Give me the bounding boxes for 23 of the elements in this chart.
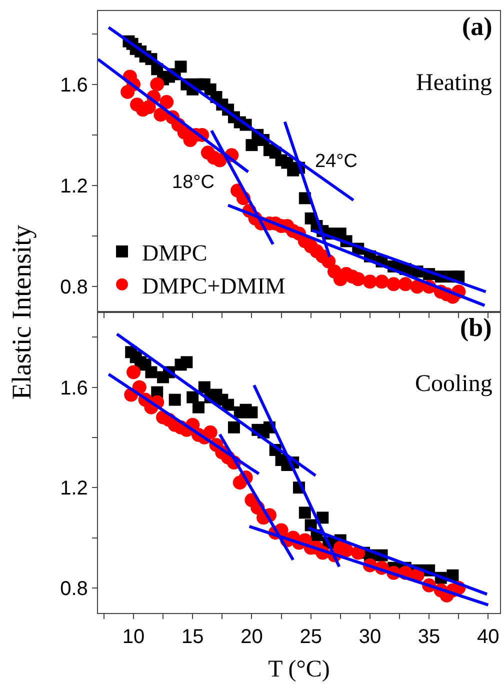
y-tick-label: 1.2 [60,176,88,198]
y-tick-label: 1.6 [60,377,88,400]
x-tick-label: 25 [300,626,322,648]
x-tick-label: 15 [181,626,204,648]
annotation: 18°C [172,172,214,193]
x-tick-label: 30 [358,626,382,648]
y-tick-label: 0.8 [60,276,88,299]
annotation: 24°C [315,151,358,172]
legend-label: DMPC+DMIM [142,273,286,298]
annotation: (a) [462,12,492,41]
annotation: Heating [416,70,492,96]
x-tick-label: 20 [240,626,263,648]
legend-label: DMPC [142,240,208,266]
y-axis-title: Elastic Intensity [6,224,37,400]
x-tick-label: 40 [477,626,500,648]
y-tick-label: 0.8 [60,578,88,600]
annotation: (b) [460,313,492,342]
x-tick-label: 10 [122,626,145,648]
x-axis-title: T (°C) [268,656,330,682]
annotation: Cooling [415,371,492,397]
y-tick-label: 1.2 [60,478,88,500]
x-tick-label: 35 [418,626,440,648]
y-tick-label: 1.6 [60,74,88,96]
